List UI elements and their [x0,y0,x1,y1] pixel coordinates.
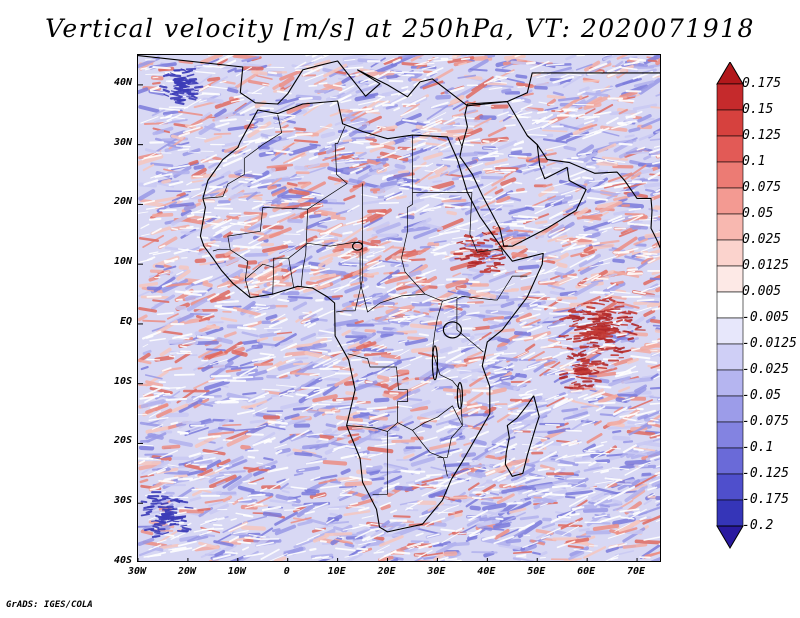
lon-tick-label: 30W [127,566,147,577]
country-border [244,279,251,298]
colorbar-segment [716,369,744,397]
colorbar-level-label: 0.0125 [742,258,789,273]
lon-tick-label: 20W [177,566,196,577]
coastlines [138,55,660,533]
country-border [456,329,484,353]
colorbar-level-label: 0.05 [742,206,774,221]
colorbar-segment [716,473,744,501]
lake-malawi [456,382,463,410]
colorbar-level-label: 0.025 [742,232,782,247]
colorbar-level-label: -0.175 [742,492,789,507]
lat-tick-label: 30N [113,136,132,148]
lake-chad [351,241,364,251]
footer-credit: GrADS: IGES/COLA [6,600,93,610]
lon-tick-label: 70E [627,566,646,577]
colorbar-level-label: 0.005 [742,284,782,299]
colorbar-segment [716,291,744,319]
colorbar-segment [716,83,744,111]
map-panel [137,54,661,562]
lat-tick-label: 20S [113,435,132,447]
colorbar-level-label: -0.0125 [742,336,797,351]
lon-tick-label: 60E [577,566,596,577]
africa-coastline [199,100,544,533]
lon-tick-label: 20E [377,566,396,577]
colorbar-level-label: 0.075 [742,180,782,195]
lat-tick-label: EQ [119,315,132,327]
colorbar [716,62,744,549]
country-border [469,192,504,256]
arabia-coastline [459,101,587,247]
country-border [401,135,426,295]
colorbar-segment [716,135,744,163]
lat-tick-label: 30S [113,495,132,507]
country-border [272,267,275,295]
mediterranean-north-coastline [138,55,660,107]
colorbar-segment [716,317,744,345]
colorbar-level-label: -0.125 [742,466,789,481]
colorbar-segment [716,161,744,189]
colorbar-segment [716,187,744,215]
colorbar-max-triangle [716,62,744,85]
velocity-field-map [138,55,660,561]
lon-tick-label: 40E [477,566,496,577]
lat-tick-label: 10N [113,256,132,268]
lake-victoria [442,321,462,339]
country-border [300,209,309,287]
country-border [230,249,295,288]
lon-tick-label: 50E [527,566,546,577]
country-border [227,236,231,250]
country-border [244,114,283,159]
colorbar-segment [716,395,744,423]
colorbar-level-label: -0.1 [742,440,774,455]
country-border [359,252,458,313]
colorbar-level-label: 0.175 [742,76,782,91]
lon-tick-label: 0 [283,566,290,577]
lat-tick-label: 40N [113,76,132,88]
country-border [227,143,348,237]
colorbar-level-label: 0.125 [742,128,782,143]
lon-tick-label: 10E [327,566,346,577]
colorbar-segment [716,265,744,293]
country-border [397,405,463,431]
colorbar-segment [716,447,744,475]
colorbar-level-label: -0.2 [742,518,774,533]
colorbar-segment [716,239,744,267]
country-border [346,353,408,432]
colorbar-segment [716,421,744,449]
chart-title: Vertical velocity [m/s] at 250hPa, VT: 2… [45,14,755,43]
colorbar-level-label: -0.05 [742,388,782,403]
country-border [412,430,448,477]
lat-tick-label: 20N [113,196,132,208]
colorbar-min-triangle [716,525,744,549]
country-border [456,275,528,301]
country-border [434,301,443,332]
lon-tick-label: 30E [427,566,446,577]
colorbar-level-label: -0.005 [742,310,789,325]
colorbar-level-label: 0.1 [742,154,766,169]
lon-tick-label: 10W [227,566,246,577]
colorbar-level-label: -0.075 [742,414,789,429]
country-border [372,431,388,495]
colorbar-segment [716,109,744,137]
country-border [212,248,231,252]
lake-tanganyika [431,345,439,381]
lat-tick-label: 40S [113,555,132,566]
colorbar-level-label: 0.15 [742,102,774,117]
country-border [458,137,463,148]
colorbar-segment [716,499,744,527]
persian-coast-and-india-coastline [526,135,660,249]
velocity-field [138,55,660,561]
country-border [335,125,346,144]
lat-tick-label: 10S [113,375,132,387]
colorbar-segment [716,343,744,371]
madagascar-coastline [504,395,540,477]
colorbar-level-label: -0.025 [742,362,789,377]
country-border [202,158,245,199]
colorbar-segment [716,213,744,241]
